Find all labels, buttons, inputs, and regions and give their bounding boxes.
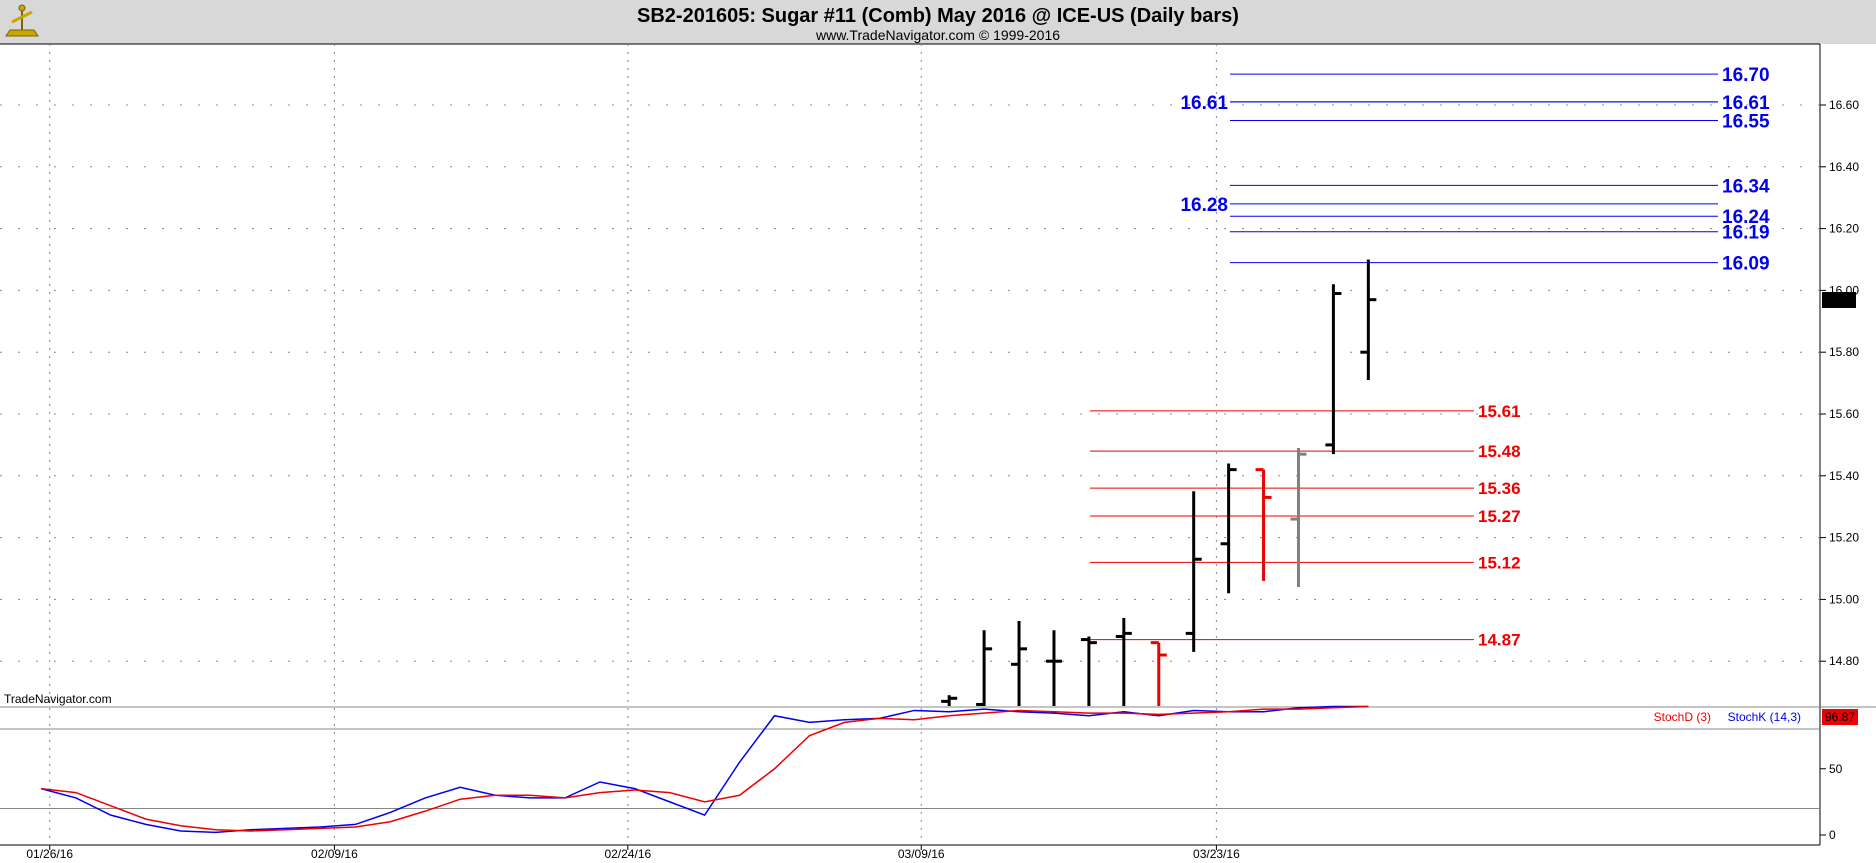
- last-price-label: 15.97: [1824, 293, 1854, 307]
- ohlc-bar: [976, 630, 993, 706]
- stoch-last-badge: [1822, 709, 1858, 725]
- stochastic-panel: [40, 705, 1369, 834]
- y-tick-label: 15.20: [1829, 531, 1859, 545]
- resistance-label: 16.61: [1722, 93, 1770, 114]
- stoch-y-tick-label: 50: [1829, 762, 1843, 776]
- price-levels: 16.7016.6116.5516.3416.2416.1916.0916.61…: [1090, 65, 1770, 650]
- resistance-label: 16.24: [1722, 207, 1770, 228]
- resistance-label-left: 16.61: [1180, 93, 1228, 114]
- support-label: 14.87: [1478, 631, 1521, 650]
- legend-stoch-d: StochD (3): [1654, 710, 1711, 724]
- support-label: 15.48: [1478, 442, 1521, 461]
- support-label: 15.12: [1478, 553, 1521, 572]
- ohlc-bar: [1115, 617, 1132, 706]
- ohlc-bar: [1185, 491, 1202, 652]
- x-tick-label: 02/24/16: [604, 847, 651, 861]
- ohlc-bar: [1325, 284, 1342, 455]
- ohlc-bar: [1045, 630, 1062, 706]
- y-tick-label: 16.40: [1829, 160, 1859, 174]
- x-tick-label: 03/23/16: [1193, 847, 1240, 861]
- legend-stoch-k: StochK (14,3): [1728, 710, 1801, 724]
- x-tick-label: 03/09/16: [898, 847, 945, 861]
- stoch-d-line: [40, 705, 1369, 832]
- y-tick-label: 16.20: [1829, 222, 1859, 236]
- resistance-label-left: 16.28: [1180, 195, 1228, 216]
- last-price-badge: [1822, 292, 1856, 308]
- axis-ticks: 01/26/16 02/09/16 02/24/16 03/09/16 03/23/16…: [26, 98, 1859, 861]
- y-tick-label: 14.80: [1829, 654, 1859, 668]
- resistance-label: 16.34: [1722, 176, 1770, 197]
- support-label: 15.36: [1478, 479, 1521, 498]
- support-label: 15.27: [1478, 507, 1521, 526]
- ohlc-bar: [1220, 463, 1237, 594]
- ohlc-bar: [1290, 447, 1307, 588]
- x-tick-label: 02/09/16: [311, 847, 358, 861]
- ohlc-bar: [1080, 636, 1097, 706]
- chart-subtitle: www.TradeNavigator.com © 1999-2016: [815, 27, 1060, 43]
- app-logo-icon: [5, 4, 39, 37]
- ohlc-bar: [941, 695, 958, 706]
- support-label: 15.61: [1478, 402, 1521, 421]
- ohlc-bar: [1255, 468, 1272, 581]
- y-tick-label: 15.00: [1829, 592, 1859, 606]
- ohlc-bars: [941, 259, 1377, 706]
- stoch-k-line: [40, 705, 1369, 834]
- stoch-y-tick-label: 0: [1829, 828, 1836, 842]
- stoch-last-label: 96.87: [1825, 710, 1855, 724]
- y-tick-label: 15.80: [1829, 345, 1859, 359]
- ohlc-bar: [1360, 259, 1377, 381]
- resistance-label: 16.55: [1722, 111, 1770, 132]
- title-bar: [0, 0, 1876, 44]
- y-tick-label: 15.40: [1829, 469, 1859, 483]
- resistance-label: 16.09: [1722, 254, 1770, 275]
- grid: [0, 44, 1820, 845]
- y-tick-label: 16.60: [1829, 98, 1859, 112]
- ohlc-bar: [1150, 641, 1167, 706]
- x-tick-label: 01/26/16: [26, 847, 73, 861]
- resistance-label: 16.19: [1722, 223, 1770, 244]
- resistance-label: 16.70: [1722, 65, 1770, 86]
- y-tick-label: 15.60: [1829, 407, 1859, 421]
- watermark-text: TradeNavigator.com: [4, 692, 112, 706]
- ohlc-bar: [1011, 621, 1028, 706]
- chart-title: SB2-201605: Sugar #11 (Comb) May 2016 @ …: [637, 5, 1239, 27]
